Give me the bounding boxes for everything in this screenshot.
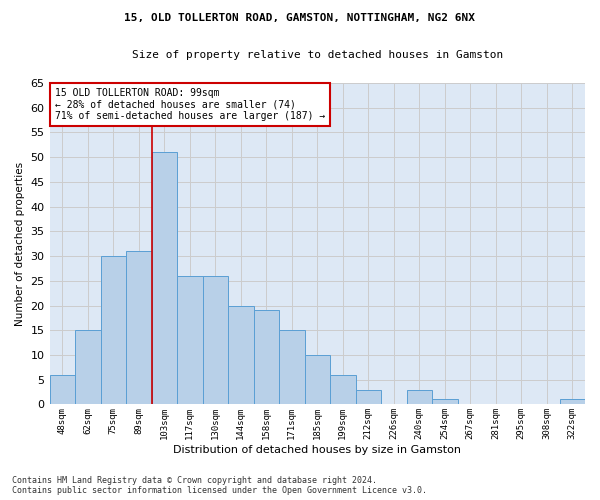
- X-axis label: Distribution of detached houses by size in Gamston: Distribution of detached houses by size …: [173, 445, 461, 455]
- Bar: [228, 306, 254, 404]
- Bar: [356, 390, 381, 404]
- Title: Size of property relative to detached houses in Gamston: Size of property relative to detached ho…: [131, 50, 503, 60]
- Text: 15, OLD TOLLERTON ROAD, GAMSTON, NOTTINGHAM, NG2 6NX: 15, OLD TOLLERTON ROAD, GAMSTON, NOTTING…: [125, 12, 476, 22]
- Bar: [101, 256, 126, 404]
- Bar: [432, 400, 458, 404]
- Bar: [203, 276, 228, 404]
- Bar: [330, 374, 356, 404]
- Bar: [177, 276, 203, 404]
- Bar: [407, 390, 432, 404]
- Bar: [560, 400, 585, 404]
- Bar: [254, 310, 279, 404]
- Bar: [152, 152, 177, 405]
- Bar: [305, 355, 330, 405]
- Bar: [126, 251, 152, 404]
- Bar: [279, 330, 305, 404]
- Text: Contains HM Land Registry data © Crown copyright and database right 2024.
Contai: Contains HM Land Registry data © Crown c…: [12, 476, 427, 495]
- Y-axis label: Number of detached properties: Number of detached properties: [15, 162, 25, 326]
- Text: 15 OLD TOLLERTON ROAD: 99sqm
← 28% of detached houses are smaller (74)
71% of se: 15 OLD TOLLERTON ROAD: 99sqm ← 28% of de…: [55, 88, 325, 121]
- Bar: [75, 330, 101, 404]
- Bar: [50, 374, 75, 404]
